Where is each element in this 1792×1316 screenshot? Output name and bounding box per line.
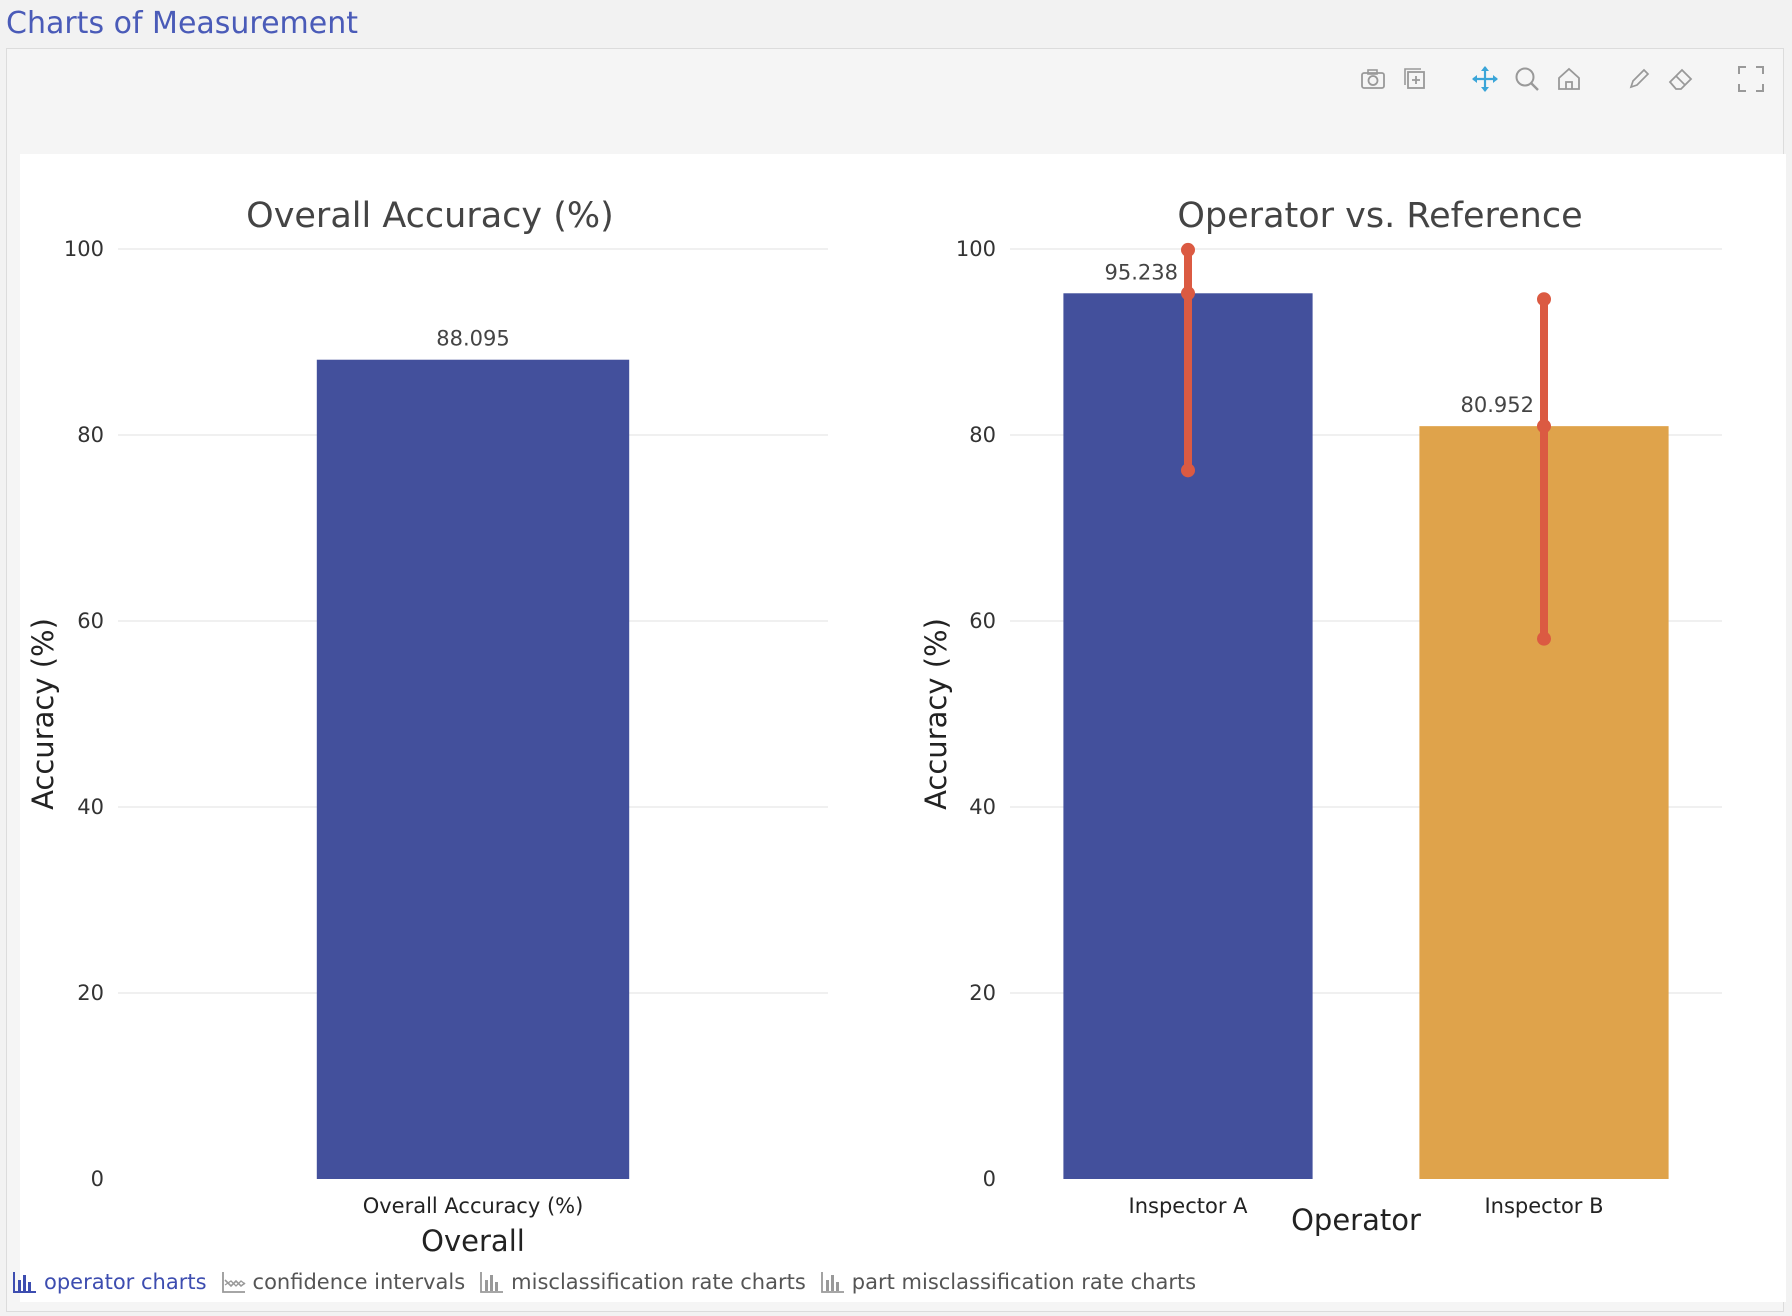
y-tick-label: 0 [91,1167,104,1191]
x-axis-label: Overall [421,1224,525,1258]
x-tick-label: Inspector A [1129,1194,1249,1218]
error-bar-value-point [1181,286,1195,301]
zoom-icon[interactable] [1511,63,1543,95]
error-bar-lower-point [1181,463,1195,478]
chart-title: Operator vs. Reference [1177,196,1582,236]
chart-svg: 0 20 40 60 80 100 Overall Accuracy (%) Accuracy… [26,196,1722,1258]
plus-box-icon[interactable] [1399,63,1431,95]
error-bar-upper-point [1181,242,1195,257]
x-axis-label: Operator [1291,1203,1421,1237]
bar-chart-icon [480,1272,504,1293]
tab-confidence-intervals[interactable]: confidence intervals [221,1270,466,1294]
y-tick-label: 100 [64,237,104,261]
line-chart-icon [221,1272,246,1293]
tab-label: operator charts [44,1270,207,1294]
tab-label: confidence intervals [252,1270,466,1294]
bar-chart-icon [13,1272,36,1293]
pan-icon[interactable] [1469,63,1501,95]
tab-label: misclassification rate charts [511,1270,806,1294]
y-tick-label: 40 [969,795,996,819]
chart-panel: 0 20 40 60 80 100 Overall Accuracy (%) Accuracy… [6,48,1786,1312]
page-title: Charts of Measurement [6,6,359,41]
y-tick-label: 0 [983,1167,996,1191]
y-axis-label: Accuracy (%) [919,618,953,810]
data-label: 80.952 [1461,393,1534,417]
y-axis-label: Accuracy (%) [26,618,60,810]
y-tick-label: 80 [969,423,996,447]
data-label: 88.095 [436,327,509,351]
y-tick-label: 60 [77,609,104,633]
x-tick-label: Inspector B [1484,1194,1603,1218]
data-label: 95.238 [1105,260,1178,284]
bar-chart-icon [820,1272,844,1293]
eraser-icon[interactable] [1665,63,1697,95]
y-tick-label: 40 [77,795,104,819]
fullscreen-icon[interactable] [1735,63,1767,95]
camera-icon[interactable] [1357,63,1389,95]
error-bar-value-point [1537,419,1551,434]
bar [316,359,630,1179]
home-icon[interactable] [1553,63,1585,95]
error-bar-upper-point [1537,292,1551,307]
y-tick-label: 80 [77,423,104,447]
tab-label: part misclassification rate charts [851,1270,1197,1294]
y-tick-label: 60 [969,609,996,633]
tab-operator-charts[interactable]: operator charts [12,1270,207,1294]
plot-area: 0 20 40 60 80 100 Overall Accuracy (%) Accuracy… [20,154,1786,1302]
modebar [1357,59,1767,99]
tab-part-misclassification-rate-charts[interactable]: part misclassification rate charts [820,1270,1196,1294]
y-tick-label: 20 [77,981,104,1005]
y-tick-label: 20 [969,981,996,1005]
chart-tabs: operator charts confidence intervals mis… [12,1265,1196,1299]
chart-title: Overall Accuracy (%) [246,196,614,236]
y-tick-label: 100 [956,237,996,261]
tab-misclassification-rate-charts[interactable]: misclassification rate charts [479,1270,806,1294]
x-tick-label: Overall Accuracy (%) [363,1194,584,1218]
error-bar-lower-point [1537,631,1551,646]
pencil-icon[interactable] [1623,63,1655,95]
